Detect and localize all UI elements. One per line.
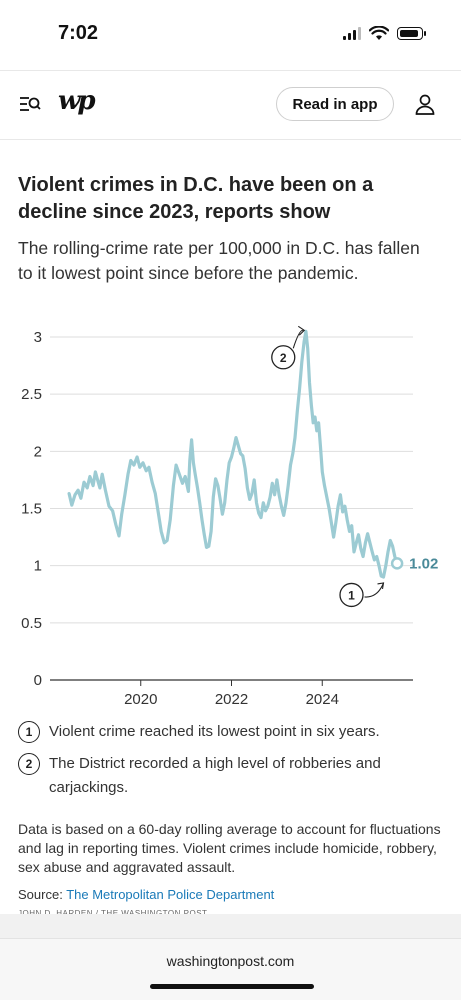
chart-subhead: The rolling-crime rate per 100,000 in D.… — [18, 238, 420, 283]
graphic-credit: JOHN D. HARDEN / THE WASHINGTON POST — [18, 909, 208, 914]
y-tick-label: 1.5 — [21, 501, 42, 518]
annotation-circle-1 — [339, 582, 364, 608]
washington-post-logo[interactable]: wp — [58, 86, 96, 116]
annotation-arrow-1 — [364, 582, 385, 598]
note-text-2: The District recorded a high level of ro… — [49, 755, 381, 796]
top-navbar — [0, 70, 461, 140]
source-line: Source: The Metropolitan Police Departme… — [18, 887, 274, 902]
x-tick-label: 2024 — [306, 691, 339, 708]
home-indicator[interactable] — [150, 984, 314, 989]
annotation-number-2: 2 — [280, 351, 287, 365]
gridlines — [50, 336, 413, 681]
wifi-icon — [369, 26, 389, 40]
line-chart: 00.511.522.53 2020 2022 2024 1.02 21 — [21, 325, 438, 708]
end-point-marker — [390, 557, 404, 570]
cellular-signal-icon — [343, 27, 361, 40]
note-number-2: 2 — [18, 753, 40, 775]
note-item-1: 1 Violent crime reached its lowest point… — [18, 720, 418, 744]
y-tick-label: 2.5 — [21, 386, 42, 403]
status-icons — [343, 26, 426, 41]
y-axis-ticks: 0 0.5 1 1.5 2 2.5 3 — [21, 329, 42, 689]
annotation-number-1: 1 — [348, 588, 355, 602]
annotation-circle-2 — [271, 345, 296, 370]
chart-headline: Violent crimes in D.C. have been on a de… — [18, 174, 374, 223]
annotation-arrow-2 — [292, 329, 304, 349]
note-number-1: 1 — [18, 721, 40, 743]
y-tick-label: 0.5 — [21, 615, 42, 632]
url-label[interactable]: washingtonpost.com — [166, 953, 295, 969]
x-tick-label: 2020 — [124, 691, 157, 708]
series-line — [67, 329, 399, 579]
source-label: Source: — [18, 887, 67, 902]
note-item-2: 2 The District recorded a high level of … — [18, 752, 418, 800]
status-time: 7:02 — [58, 22, 99, 44]
end-value-label: 1.02 — [409, 555, 438, 572]
read-in-app-button[interactable]: Read in app — [276, 87, 394, 121]
annotation-arrowhead-2 — [297, 325, 306, 336]
annotation-arrowhead-1 — [377, 582, 385, 590]
battery-icon — [397, 27, 426, 40]
source-link[interactable]: The Metropolitan Police Department — [66, 887, 275, 902]
browser-address-bar — [0, 938, 461, 1000]
y-tick-label: 3 — [34, 329, 42, 346]
account-icon[interactable] — [414, 93, 436, 115]
note-text-1: Violent crime reached its lowest point i… — [49, 723, 380, 740]
series-layer: 1.02 — [67, 329, 438, 579]
annotations: 21 — [271, 325, 385, 608]
menu-search-icon[interactable] — [18, 92, 42, 116]
x-axis-ticks: 2020 2022 2024 — [124, 680, 339, 708]
y-tick-label: 2 — [34, 443, 42, 460]
y-tick-label: 0 — [34, 672, 42, 689]
y-tick-label: 1 — [34, 558, 42, 575]
methodology-note: Data is based on a 60-day rolling averag… — [18, 821, 441, 875]
x-tick-label: 2022 — [215, 691, 248, 708]
